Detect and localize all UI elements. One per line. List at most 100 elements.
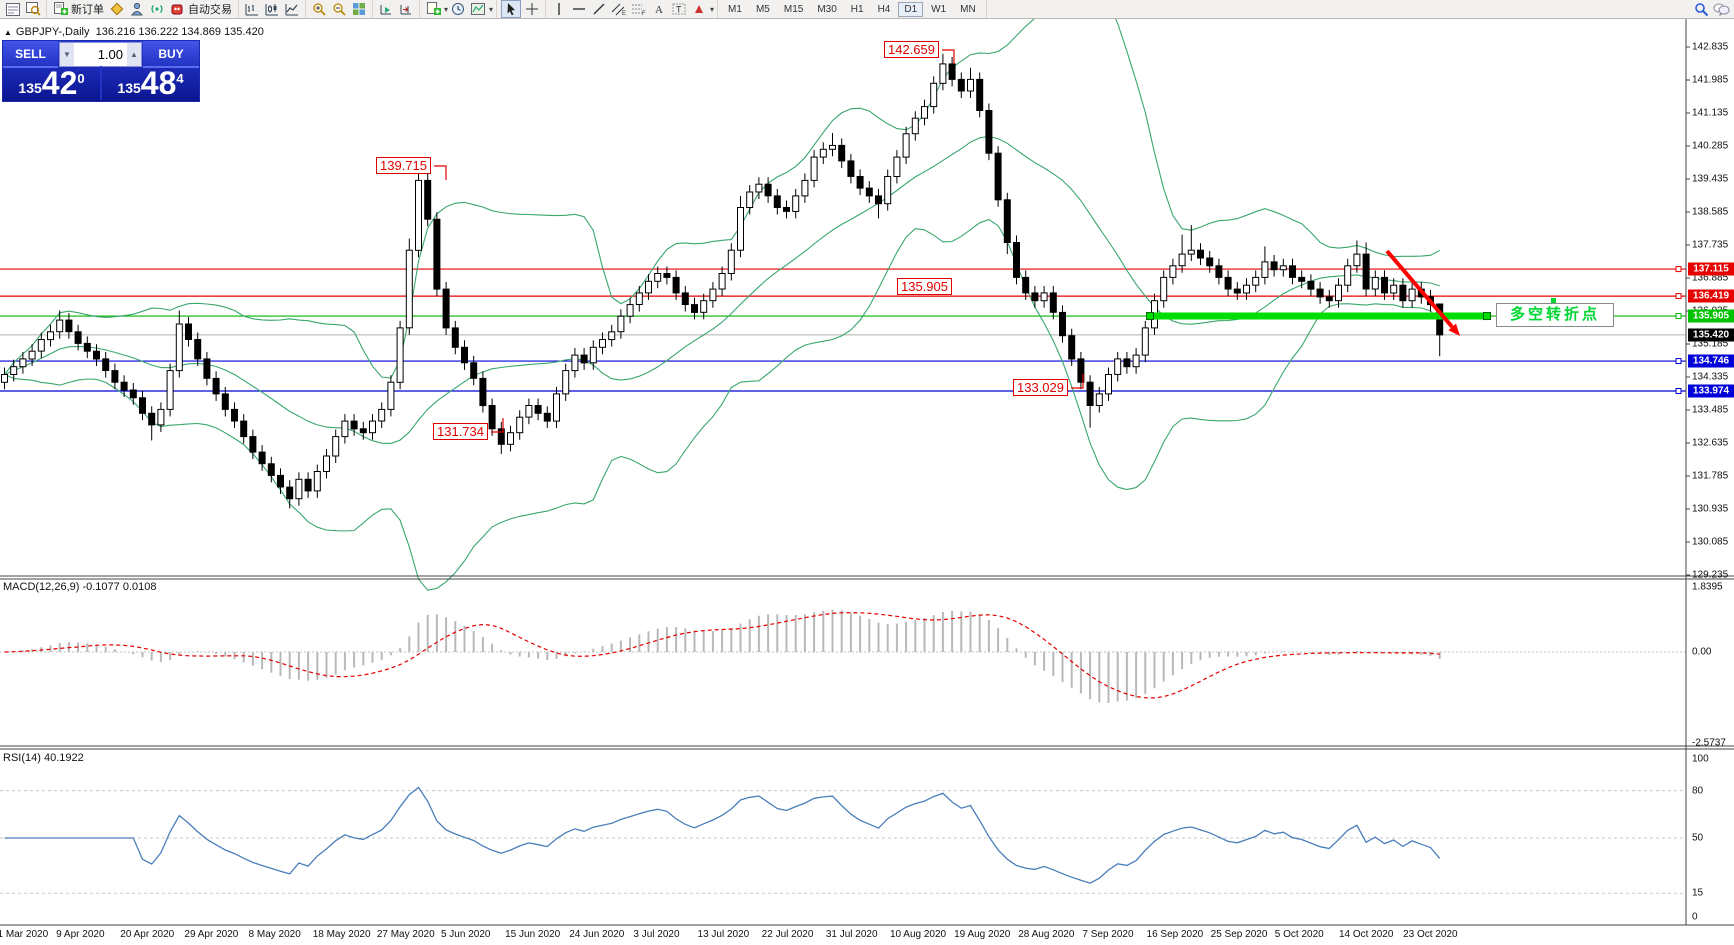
- sell-price[interactable]: 135 42 0: [3, 66, 100, 100]
- strategy-tester-icon[interactable]: [24, 1, 42, 17]
- rsi-axis-tick: 80: [1692, 785, 1704, 797]
- tile-windows-icon[interactable]: [350, 1, 368, 17]
- timeframe-m30-button[interactable]: M30: [817, 3, 837, 15]
- new-order-icon[interactable]: [51, 1, 69, 17]
- price-axis-tick: 133.485: [1692, 404, 1729, 416]
- sell-price-point: 0: [77, 71, 85, 86]
- one-click-trading-panel: SELL ▼ ▲ BUY 135 42 0 135 48 4: [2, 40, 200, 102]
- arrows-icon-dropdown[interactable]: ▾: [710, 4, 715, 14]
- trendline-icon[interactable]: [590, 1, 608, 17]
- chart-shift-icon[interactable]: [397, 1, 415, 17]
- horizontal-line-icon[interactable]: [570, 1, 588, 17]
- text-label-icon[interactable]: T: [670, 1, 688, 17]
- ohlc-readout: 136.216 136.222 134.869 135.420: [95, 26, 264, 38]
- equidistant-channel-icon[interactable]: E: [610, 1, 628, 17]
- date-axis-label: 19 Aug 2020: [954, 929, 1011, 940]
- price-axis-tick: 134.335: [1692, 371, 1729, 383]
- new-chart-icon[interactable]: [424, 1, 442, 17]
- price-axis-tick: 136.885: [1692, 272, 1729, 284]
- price-axis-tag: 137.115: [1688, 262, 1734, 276]
- timeframe-m1-button[interactable]: M1: [728, 3, 742, 15]
- templates-icon-dropdown[interactable]: ▾: [489, 4, 494, 14]
- volume-stepper: ▼ ▲: [59, 42, 142, 67]
- note-annotation[interactable]: 多空转折点: [1496, 303, 1614, 327]
- top-toolbar: 新订单 自动交易 ▾ ▾ E F A T ▾ M1 M5 M15 M30 H1 H4 D1 W1 MN: [0, 0, 1734, 19]
- price-label-annotation[interactable]: 131.734: [433, 423, 488, 440]
- candlestick-chart-icon[interactable]: [263, 1, 281, 17]
- buy-button[interactable]: BUY: [143, 41, 199, 68]
- timeframe-h1-button[interactable]: H1: [850, 3, 864, 15]
- templates-icon[interactable]: [469, 1, 487, 17]
- periods-clock-icon[interactable]: [449, 1, 467, 17]
- price-label-annotation[interactable]: 135.905: [897, 278, 952, 295]
- volume-increase-arrow[interactable]: ▲: [127, 43, 141, 66]
- volume-decrease-arrow[interactable]: ▼: [60, 43, 74, 66]
- sell-button[interactable]: SELL: [3, 41, 58, 68]
- trend-arrow[interactable]: [1385, 249, 1460, 336]
- price-axis-tick: 141.135: [1692, 107, 1729, 119]
- price-axis-tick: 140.285: [1692, 140, 1729, 152]
- date-axis-label: 14 Oct 2020: [1338, 929, 1394, 940]
- date-axis-label: 23 Oct 2020: [1403, 929, 1458, 940]
- rsi-axis-tick: 100: [1692, 753, 1709, 765]
- price-label-annotation[interactable]: 133.029: [1013, 379, 1068, 396]
- price-axis-tag: 136.419: [1688, 289, 1734, 303]
- volume-input[interactable]: [74, 43, 127, 66]
- price-label-annotation[interactable]: 142.659: [884, 41, 939, 58]
- chart-title: ▲ GBPJPY-,Daily 136.216 136.222 134.869 1…: [4, 26, 264, 38]
- date-axis-label: 25 Sep 2020: [1210, 929, 1268, 940]
- svg-text:F: F: [642, 11, 646, 16]
- timeframe-mn-button[interactable]: MN: [960, 3, 976, 15]
- price-axis-tick: 141.985: [1692, 74, 1729, 86]
- symbol-period-label: GBPJPY-,Daily: [15, 26, 90, 38]
- price-axis-tick: 142.835: [1692, 41, 1729, 53]
- date-axis-label: 5 Jun 2020: [440, 929, 491, 940]
- date-axis-label: 20 Apr 2020: [120, 929, 175, 940]
- chat-icon[interactable]: [1712, 1, 1730, 17]
- timeframe-h4-button[interactable]: H4: [877, 3, 891, 15]
- support-segment[interactable]: [1146, 312, 1491, 321]
- mql-editor-icon[interactable]: [108, 1, 126, 17]
- autotrading-icon[interactable]: [168, 1, 186, 17]
- text-icon[interactable]: A: [650, 1, 668, 17]
- autotrading-label[interactable]: 自动交易: [188, 4, 232, 16]
- zoom-out-icon[interactable]: [330, 1, 348, 17]
- terminal-icon[interactable]: [4, 1, 22, 17]
- line-chart-icon[interactable]: [283, 1, 301, 17]
- arrows-icon[interactable]: [690, 1, 708, 17]
- macd-axis-tick: 0.00: [1692, 646, 1712, 658]
- price-axis-tick: 135.185: [1692, 338, 1729, 350]
- one-click-collapse-arrow[interactable]: ▲: [4, 28, 12, 37]
- price-axis-tag: 133.974: [1688, 384, 1734, 398]
- buy-price[interactable]: 135 48 4: [102, 66, 199, 100]
- vertical-line-icon[interactable]: [550, 1, 568, 17]
- fibonacci-icon[interactable]: F: [630, 1, 648, 17]
- market-icon[interactable]: [128, 1, 146, 17]
- price-axis-tick: 129.235: [1692, 569, 1729, 581]
- date-axis-label: 10 Aug 2020: [889, 929, 947, 940]
- new-order-label[interactable]: 新订单: [71, 4, 104, 16]
- date-axis-label: 31 Mar 2020: [0, 929, 49, 940]
- search-icon[interactable]: [1692, 1, 1710, 17]
- timeframe-w1-button[interactable]: W1: [931, 3, 947, 15]
- date-axis-label: 31 Jul 2020: [825, 929, 878, 940]
- timeframe-m15-button[interactable]: M15: [783, 3, 804, 15]
- rsi-axis-tick: 50: [1692, 832, 1704, 844]
- bar-chart-icon[interactable]: [243, 1, 261, 17]
- auto-scroll-icon[interactable]: [377, 1, 395, 17]
- timeframe-m5-button[interactable]: M5: [755, 3, 770, 15]
- buy-price-pips: 48: [140, 65, 177, 101]
- timeframe-d1-button[interactable]: D1: [898, 1, 924, 17]
- rsi-label: RSI(14) 40.1922: [3, 752, 84, 764]
- cursor-icon[interactable]: [501, 0, 522, 18]
- zoom-in-icon[interactable]: [310, 1, 328, 17]
- crosshair-icon[interactable]: [523, 1, 541, 17]
- new-chart-icon-dropdown[interactable]: ▾: [444, 4, 449, 14]
- price-axis-tick: 131.785: [1692, 470, 1729, 482]
- price-label-annotation[interactable]: 139.715: [376, 157, 431, 174]
- date-axis-label: 18 May 2020: [312, 929, 371, 940]
- svg-text:A: A: [655, 4, 663, 16]
- signals-icon[interactable]: [148, 1, 166, 17]
- price-axis-tick: 130.085: [1692, 536, 1729, 548]
